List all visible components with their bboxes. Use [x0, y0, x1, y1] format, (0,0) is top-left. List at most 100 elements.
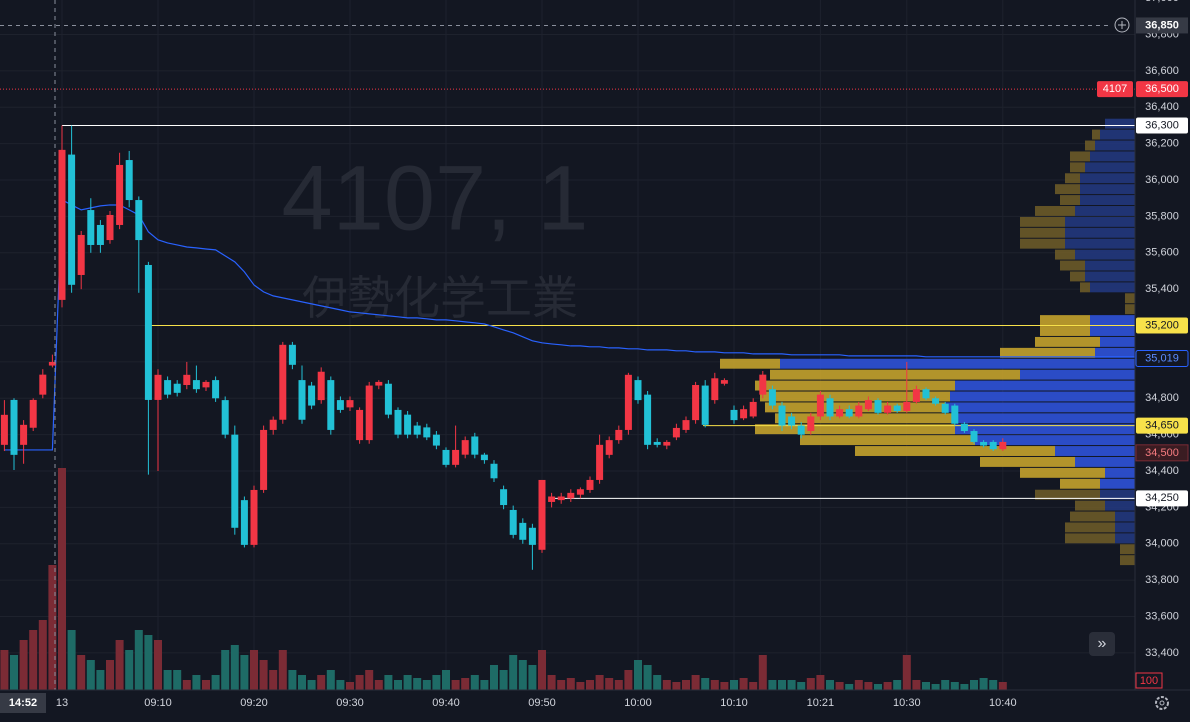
candle-body — [893, 405, 901, 412]
profile-down — [1125, 293, 1135, 304]
profile-down — [1020, 238, 1065, 249]
volume-bar — [998, 682, 1007, 690]
volume-bar — [518, 660, 527, 690]
profile-down — [980, 456, 1075, 467]
volume-bar — [480, 680, 489, 690]
candle-body — [29, 399, 37, 428]
volume-bar — [96, 670, 105, 690]
candle-body — [797, 425, 805, 435]
volume-bar — [701, 678, 710, 690]
volume-bar — [778, 680, 786, 690]
x-tick-label: 13 — [56, 697, 68, 709]
profile-down — [1075, 500, 1105, 511]
scroll-button[interactable]: » — [1089, 632, 1115, 656]
candle-body — [653, 441, 661, 445]
candle-body — [586, 479, 594, 490]
price-box — [1136, 81, 1188, 98]
volume-bar — [586, 680, 594, 690]
y-tick-label: 33,600 — [1145, 610, 1179, 622]
profile-down — [1120, 544, 1135, 555]
crosshair-time: 14:52 — [9, 697, 37, 709]
volume-bar — [144, 635, 153, 690]
candle-body — [884, 405, 892, 413]
volume-bar — [77, 655, 86, 690]
add-button[interactable] — [1114, 17, 1130, 33]
volume-bar — [576, 682, 585, 690]
candle-body — [644, 394, 652, 445]
volume-bar — [470, 675, 479, 690]
candle-body — [96, 224, 104, 245]
profile-down — [1060, 195, 1080, 206]
profile-up — [1085, 162, 1135, 173]
profile-up — [1080, 184, 1135, 195]
candle-body — [864, 400, 872, 410]
volume-bar — [854, 680, 863, 690]
candle-body — [260, 429, 268, 490]
profile-up — [1095, 140, 1135, 151]
vwap-line — [4, 198, 1135, 451]
volume-bar — [403, 675, 412, 690]
y-tick-label: 36,000 — [1145, 174, 1179, 186]
candle-body — [192, 380, 200, 390]
profile-up — [1105, 467, 1135, 478]
candle-body — [116, 164, 124, 225]
candle-body — [922, 389, 930, 399]
candle-body — [173, 383, 181, 393]
profile-up — [780, 358, 1135, 369]
profile-up — [1085, 271, 1135, 282]
candle-body — [816, 394, 824, 417]
volume-bar — [336, 680, 345, 690]
profile-up — [1090, 326, 1135, 336]
candle-body — [759, 374, 767, 395]
profile-down — [1000, 347, 1095, 358]
volume-label-box — [1135, 672, 1163, 689]
y-tick-label: 36,200 — [1145, 138, 1179, 150]
profile-down — [765, 402, 945, 413]
profile-up — [975, 435, 1135, 446]
candle-body — [240, 500, 248, 545]
volume-bar — [806, 678, 815, 690]
volume-bar — [643, 665, 652, 690]
profile-down — [1055, 249, 1075, 260]
symbol-label: 4107 — [1103, 83, 1127, 95]
volume-bar — [797, 682, 806, 690]
profile-down — [1070, 271, 1085, 282]
volume-bar — [317, 675, 326, 690]
candle-body — [87, 210, 95, 245]
volume-bar — [672, 682, 681, 690]
profile-down — [775, 413, 955, 424]
volume-bar — [864, 682, 873, 690]
candle-body — [394, 409, 402, 435]
candle-body — [384, 383, 392, 415]
candle-body — [663, 441, 671, 446]
candle-body — [490, 463, 498, 479]
candle-body — [317, 371, 325, 401]
volume-bar — [413, 678, 422, 690]
candle-body — [951, 405, 959, 424]
candle-body — [711, 378, 719, 401]
profile-up — [1095, 347, 1135, 358]
crosshair-time-box — [0, 693, 46, 713]
volume-bar — [538, 650, 546, 690]
candle-body — [327, 380, 335, 430]
line-label: 34,250 — [1145, 492, 1179, 504]
candle-body — [634, 380, 642, 401]
profile-up — [1075, 249, 1135, 260]
x-tick-label: 09:10 — [144, 697, 172, 709]
profile-up — [955, 413, 1135, 424]
candle-body — [279, 344, 287, 420]
volume-bar — [614, 680, 623, 690]
candle-body — [269, 419, 277, 430]
candle-body — [212, 380, 220, 399]
profile-down — [800, 435, 975, 446]
profile-up — [1055, 446, 1135, 456]
candle-body — [20, 424, 28, 445]
volume-bar — [240, 655, 249, 690]
volume-bar — [374, 680, 383, 690]
volume-bar — [269, 670, 278, 690]
candle-body — [144, 264, 152, 400]
profile-down — [1040, 315, 1090, 326]
volume-bar — [826, 680, 834, 690]
settings-button[interactable] — [1155, 696, 1169, 710]
volume-bar — [768, 680, 777, 690]
